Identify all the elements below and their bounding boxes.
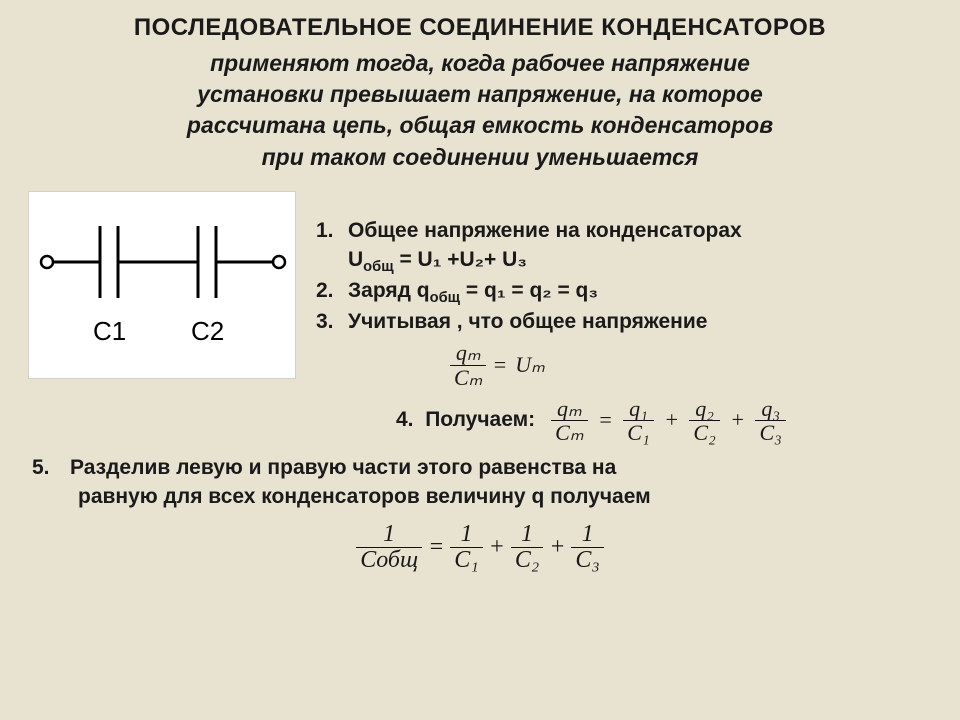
rule-1: 1. Общее напряжение на конденсаторах [316, 217, 932, 246]
rule-text: Заряд qобщ = q₁ = q₂ = q₃ [348, 277, 932, 308]
rule-3: 3. Учитывая , что общее напряжение [316, 308, 932, 337]
equation-5: 1Cобщ = 1C₁ + 1C₂ + 1C₃ [28, 522, 932, 573]
rule-text: Учитывая , что общее напряжение [348, 308, 932, 337]
terminal-left-icon [41, 256, 53, 268]
subtitle-line: при таком соединении уменьшается [262, 144, 699, 170]
terminal-right-icon [273, 256, 285, 268]
capacitor-label-c1: C1 [93, 316, 126, 346]
equation-3: qₘCₘ = Uₘ [316, 341, 932, 388]
rule-5: 5. Разделив левую и правую части этого р… [28, 454, 932, 512]
rule-2: 2. Заряд qобщ = q₁ = q₂ = q₃ [316, 277, 932, 308]
rule-number: 2. [316, 277, 348, 308]
page-title: ПОСЛЕДОВАТЕЛЬНОЕ СОЕДИНЕНИЕ КОНДЕНСАТОРО… [28, 12, 932, 44]
rule-number: 1. [316, 217, 348, 246]
rule-text: Разделив левую и правую части этого раве… [70, 454, 932, 483]
rule-text: равную для всех конденсаторов величину q… [32, 483, 932, 512]
rule-number: 3. [316, 308, 348, 337]
page-subtitle: применяют тогда, когда рабочее напряжени… [28, 48, 932, 172]
rules-block: 1. Общее напряжение на конденсаторах Uоб… [316, 191, 932, 444]
equation-4: qₘCₘ = q₁C₁ + q₂C₂ + q₃C₃ [549, 397, 788, 444]
capacitor-label-c2: C2 [191, 316, 224, 346]
subtitle-line: установки превышает напряжение, на котор… [197, 81, 763, 107]
subtitle-line: применяют тогда, когда рабочее напряжени… [210, 50, 750, 76]
rule-number: 5. [32, 454, 70, 483]
rule-4: 4. Получаем: qₘCₘ = q₁C₁ + q₂C₂ + q₃C₃ [316, 397, 932, 444]
subtitle-line: рассчитана цепь, общая емкость конденсат… [187, 112, 773, 138]
rule-text: Общее напряжение на конденсаторах [348, 217, 932, 246]
rule-1-equation: Uобщ = U₁ +U₂+ U₃ [316, 246, 932, 277]
circuit-diagram: C1 C2 [28, 191, 296, 379]
